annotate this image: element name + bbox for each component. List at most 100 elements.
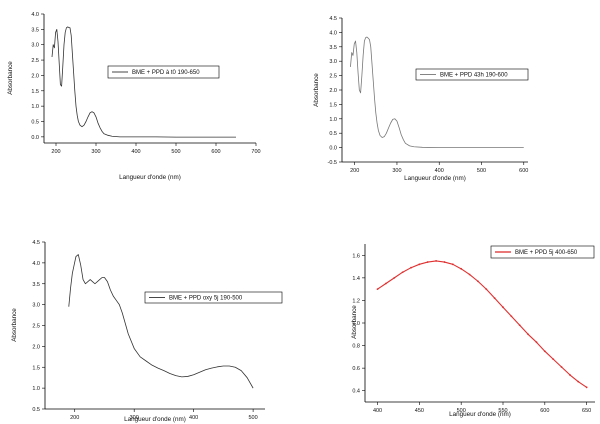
data-point [493,297,496,300]
data-point [485,288,488,291]
legend-box [107,65,220,79]
data-point [569,374,571,376]
data-point [527,333,529,336]
legend-label: BME + PPD à t0 190-650 [132,70,200,76]
series-line [51,26,236,138]
y-tick-label: 2.0 [329,88,337,94]
y-tick-label: 1.5 [32,365,40,371]
x-tick-label: 300 [130,415,139,421]
y-tick-label: 1.0 [352,321,360,327]
data-point [560,366,563,368]
y-tick-label: 3.5 [32,282,40,288]
y-tick-label: 4.0 [32,261,40,267]
x-axis-label: Langueur d'onde (nm) [404,175,466,182]
y-tick-label: 0.5 [32,407,40,413]
legend-box [144,291,283,304]
x-tick-label: 500 [249,415,258,421]
data-point [585,386,588,389]
series-line [350,36,524,148]
x-tick-label: 600 [540,408,549,414]
data-point [552,358,555,361]
y-tick-label: 0.0 [31,135,39,141]
chart-panel-4: 400 450 500 550 600 650 0.4 0.6 0.8 1.0 1.2 1.4 1.6 L… [351,244,595,418]
y-tick-label: 3.0 [329,59,337,65]
y-tick-label: 3.5 [31,27,39,33]
x-tick-label: 700 [251,149,260,155]
x-axis-label: Langueur d'onde (nm) [119,174,181,181]
y-tick-label: 4.5 [32,240,40,246]
x-tick-label: 600 [211,149,220,155]
y-axis-label: Absorbance [11,308,18,342]
data-point [510,315,513,318]
y-tick-label: 4.0 [31,12,39,18]
legend-box [490,245,595,259]
x-tick-label: 550 [498,408,507,414]
legend-label: BME + PPD oxy 5j 190-500 [169,296,243,302]
y-tick-label: 2.5 [31,58,39,64]
data-point [410,266,412,269]
y-tick-label: 1.2 [352,298,360,304]
y-tick-label: 0.6 [352,366,360,372]
y-tick-label: 2.0 [32,344,40,350]
y-tick-label: 2.0 [31,73,39,79]
data-point [543,350,546,353]
x-tick-label: 200 [350,168,359,174]
x-axis-label: Langueur d'onde (nm) [124,416,186,423]
data-point [468,273,471,276]
y-tick-label: 3.0 [31,43,39,49]
y-tick-label: 3.0 [32,303,40,309]
x-tick-label: 450 [415,408,424,414]
data-point [426,261,429,263]
y-tick-label: -0.5 [328,160,337,166]
y-tick-label: 1.0 [32,386,40,392]
y-tick-label: 2.5 [32,324,40,330]
x-tick-label: 300 [91,149,100,155]
chart-panel-2: 200 300 400 500 600 -0.5 0.0 0.5 1.0 1.5 2.0 2.5 3.0… [313,16,528,182]
x-tick-label: 400 [189,415,198,421]
y-tick-label: 1.5 [31,89,39,95]
data-point [418,263,421,266]
legend-label: BME + PPD 5j 400-650 [515,250,578,256]
x-tick-label: 200 [70,415,79,421]
x-tick-label: 500 [171,149,180,155]
x-tick-label: 600 [519,168,528,174]
series-line [377,260,587,388]
data-point [518,324,521,327]
y-tick-label: 2.5 [329,74,337,80]
x-tick-label: 400 [373,408,382,414]
series-line [68,254,254,389]
y-tick-label: 3.5 [329,45,337,51]
y-axis-label: Absorbance [7,61,14,95]
x-axis-label: Langueur d'onde (nm) [449,411,511,418]
data-point [460,267,463,270]
data-point [577,380,580,383]
y-axis-label: Absorbance [313,73,320,107]
data-point [376,288,379,291]
y-tick-label: 1.0 [31,104,39,110]
y-tick-label: 4.5 [329,16,337,22]
x-tick-label: 200 [51,149,60,155]
chart-panel-1: 200 300 400 500 600 700 0.0 0.5 1.0 1.5 2.0 2.5 3.0 3… [7,12,261,181]
y-tick-label: 0.8 [352,344,360,350]
x-tick-label: 500 [457,408,466,414]
y-tick-label: 0.0 [329,146,337,152]
chart-panel-3: 200 300 400 500 0.5 1.0 1.5 2.0 2.5 3.0 3.5 4.0 4.5 L… [11,240,283,423]
data-point [435,260,437,262]
x-tick-label: 400 [435,168,444,174]
y-tick-label: 1.4 [352,276,360,282]
data-point [393,276,396,279]
y-tick-label: 1.5 [329,102,337,108]
legend-label: BME + PPD 43h 190-600 [440,73,508,79]
data-point [502,306,504,309]
data-point [451,263,454,266]
x-tick-label: 300 [392,168,401,174]
data-point [385,282,387,285]
y-tick-label: 0.5 [329,131,337,137]
y-tick-label: 4.0 [329,30,337,36]
data-point [443,261,446,263]
y-axis-label: Absorbance [351,305,358,339]
legend-box [415,68,529,81]
y-tick-label: 1.6 [352,253,360,259]
data-point [477,280,479,283]
